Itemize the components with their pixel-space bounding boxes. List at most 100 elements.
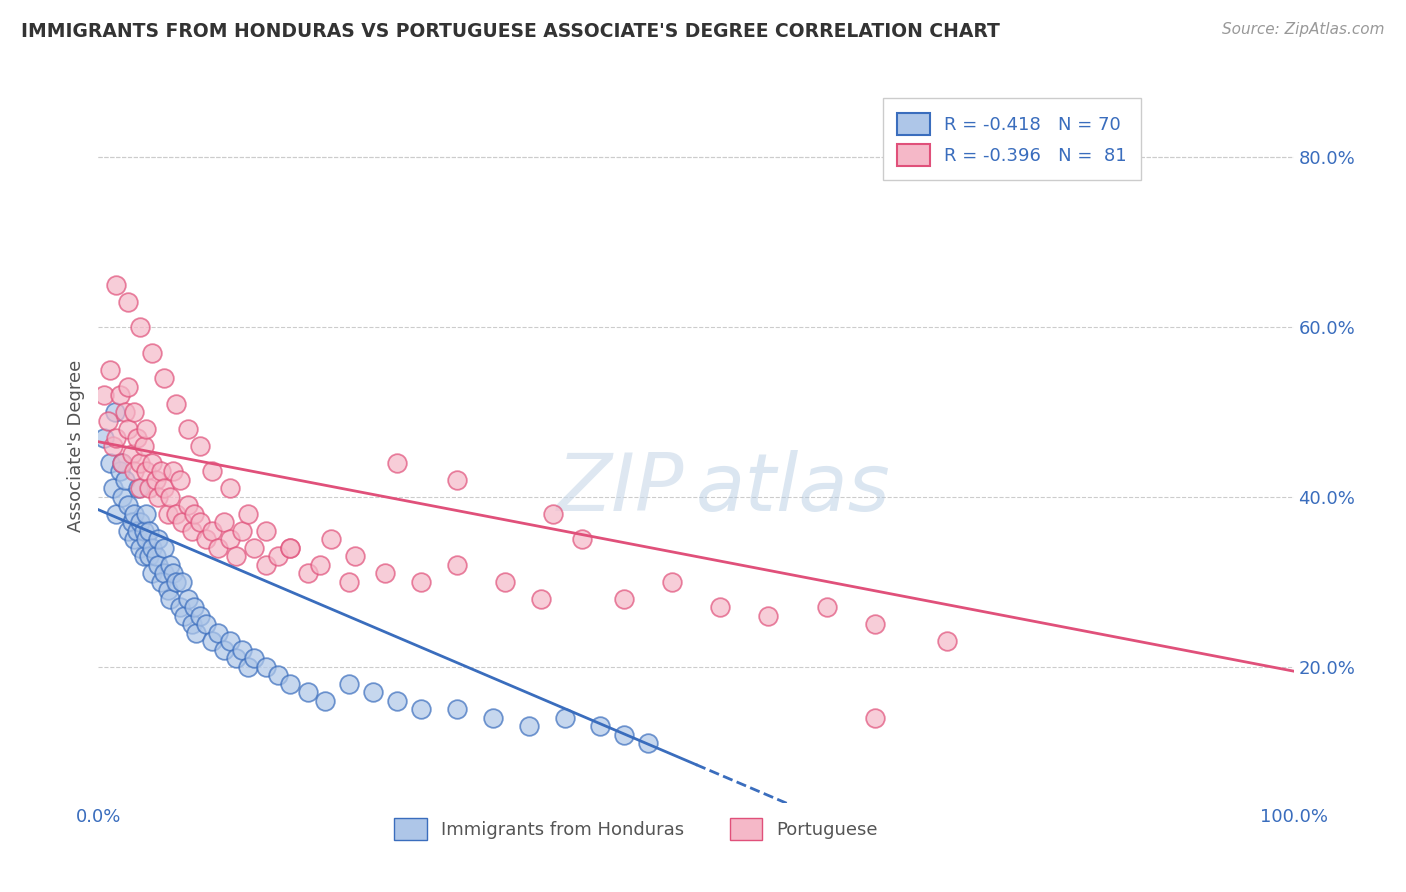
Point [145,549,167,564]
Point [169,600,191,615]
Point [129,541,152,555]
Point [135,465,157,479]
Point [125,524,148,538]
Point [541,507,564,521]
Point [446,558,468,572]
Point [101,439,124,453]
Point [613,591,636,606]
Point [278,677,301,691]
Y-axis label: Associate's Degree: Associate's Degree [66,359,84,533]
Point [117,499,139,513]
Point [278,541,301,555]
Point [207,541,229,555]
Point [201,634,224,648]
Point [936,634,959,648]
Point [201,465,224,479]
Point [121,516,143,530]
Point [135,533,157,547]
Point [141,541,163,555]
Point [177,591,200,606]
Point [254,558,277,572]
Point [111,490,134,504]
Point [236,507,259,521]
Point [188,608,211,623]
Point [446,473,468,487]
Point [344,549,367,564]
Point [297,566,319,581]
Point [374,566,396,581]
Point [117,379,139,393]
Point [149,574,172,589]
Point [195,617,218,632]
Point [446,702,468,716]
Point [165,396,187,410]
Text: ZIP: ZIP [557,450,685,528]
Point [117,294,139,309]
Point [132,439,155,453]
Point [243,651,266,665]
Point [117,524,139,538]
Point [385,456,409,470]
Point [411,702,433,716]
Point [101,482,124,496]
Point [411,574,433,589]
Point [613,728,636,742]
Point [141,456,163,470]
Point [339,677,361,691]
Point [183,600,205,615]
Point [231,643,253,657]
Text: IMMIGRANTS FROM HONDURAS VS PORTUGUESE ASSOCIATE'S DEGREE CORRELATION CHART: IMMIGRANTS FROM HONDURAS VS PORTUGUESE A… [21,22,1000,41]
Point [153,371,176,385]
Point [114,473,136,487]
Point [138,549,160,564]
Point [129,516,152,530]
Point [159,558,181,572]
Point [321,533,343,547]
Point [159,490,181,504]
Point [108,388,131,402]
Point [149,465,172,479]
Point [148,490,170,504]
Text: atlas: atlas [696,450,891,528]
Point [554,711,576,725]
Point [188,516,211,530]
Point [709,600,731,615]
Point [135,422,157,436]
Point [121,448,143,462]
Point [117,422,139,436]
Point [124,507,146,521]
Point [148,558,170,572]
Legend: Immigrants from Honduras, Portuguese: Immigrants from Honduras, Portuguese [387,811,886,847]
Point [125,430,148,444]
Point [111,456,134,470]
Point [162,566,184,581]
Point [517,719,540,733]
Point [236,660,259,674]
Point [97,413,120,427]
Point [141,345,163,359]
Point [129,456,152,470]
Point [494,574,516,589]
Point [153,482,176,496]
Point [105,430,128,444]
Point [105,507,128,521]
Point [212,516,235,530]
Point [138,482,160,496]
Point [195,533,218,547]
Point [114,405,136,419]
Point [254,524,277,538]
Point [124,405,146,419]
Point [111,456,134,470]
Point [127,482,149,496]
Text: Source: ZipAtlas.com: Source: ZipAtlas.com [1222,22,1385,37]
Point [141,566,163,581]
Point [156,583,179,598]
Point [173,608,195,623]
Point [243,541,266,555]
Point [105,277,128,292]
Point [153,566,176,581]
Point [219,482,242,496]
Point [180,524,202,538]
Point [865,711,887,725]
Point [177,499,200,513]
